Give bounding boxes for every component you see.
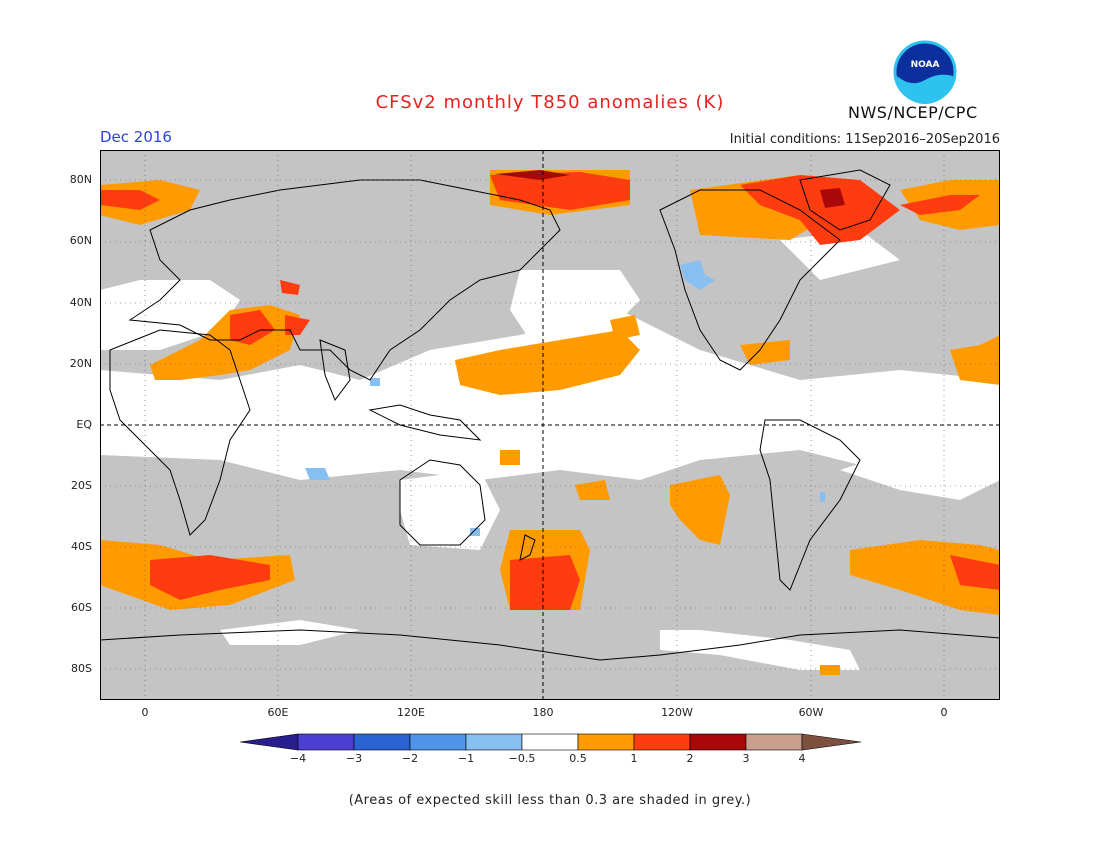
colorbar-bin-1-2 bbox=[633, 733, 691, 751]
greenland-outline bbox=[799, 169, 891, 231]
lon-label-0-right: 0 bbox=[940, 706, 948, 719]
lat-label-60n: 60N bbox=[69, 234, 92, 247]
lat-label-40s: 40S bbox=[71, 540, 92, 553]
lat-label-60s: 60S bbox=[71, 601, 92, 614]
colorbar-bin-neutral bbox=[521, 733, 579, 751]
colorbar-bin-3-4 bbox=[745, 733, 803, 751]
africa-outline bbox=[109, 329, 251, 536]
lat-label-80n: 80N bbox=[69, 173, 92, 186]
lon-label-60e: 60E bbox=[267, 706, 289, 719]
colorbar-label-2: 2 bbox=[686, 752, 694, 765]
anomaly-neg1-to-neg0.5 bbox=[305, 260, 825, 536]
colorbar-bin-neg4-neg3 bbox=[297, 733, 355, 751]
colorbar-bin-neg1-neg0.5 bbox=[465, 733, 523, 751]
agency-label: NWS/NCEP/CPC bbox=[848, 103, 978, 122]
colorbar-label-neg1: −1 bbox=[457, 752, 475, 765]
north-america-outline bbox=[659, 189, 841, 371]
lon-label-0-left: 0 bbox=[141, 706, 149, 719]
colorbar-bin-2-3 bbox=[689, 733, 747, 751]
forecast-month: Dec 2016 bbox=[100, 128, 172, 146]
lat-label-40n: 40N bbox=[69, 296, 92, 309]
australia-outline bbox=[399, 459, 486, 546]
colorbar-label-1: 1 bbox=[630, 752, 638, 765]
anomaly-2-to-3 bbox=[495, 170, 845, 208]
lon-label-60w: 60W bbox=[798, 706, 824, 719]
colorbar-bin-gt-4 bbox=[801, 733, 862, 751]
initial-conditions: Initial conditions: 11Sep2016–20Sep2016 bbox=[729, 132, 1000, 147]
eurasia-outline bbox=[128, 179, 561, 381]
lat-label-20s: 20S bbox=[71, 479, 92, 492]
south-america-outline bbox=[759, 419, 861, 591]
map-title: CFSv2 monthly T850 anomalies (K) bbox=[375, 92, 725, 113]
lon-label-120w: 120W bbox=[661, 706, 693, 719]
antarctica-outline bbox=[100, 629, 1000, 661]
colorbar-label-0.5: 0.5 bbox=[569, 752, 587, 765]
colorbar-label-neg3: −3 bbox=[345, 752, 363, 765]
lon-label-120e: 120E bbox=[397, 706, 425, 719]
skill-footnote: (Areas of expected skill less than 0.3 a… bbox=[348, 793, 752, 808]
maritime-asia-outline bbox=[368, 404, 482, 441]
lat-label-eq: EQ bbox=[76, 418, 92, 431]
noaa-logo-icon: NOAA bbox=[893, 40, 957, 104]
graticule bbox=[100, 150, 1000, 700]
colorbar-bin-0.5-1 bbox=[577, 733, 635, 751]
colorbar-bin-lt-neg4 bbox=[240, 733, 299, 751]
colorbar-bin-neg2-neg1 bbox=[409, 733, 467, 751]
colorbar-label-neg4: −4 bbox=[289, 752, 307, 765]
colorbar-label-3: 3 bbox=[742, 752, 750, 765]
new-zealand-outline bbox=[519, 534, 536, 561]
colorbar-label-neg2: −2 bbox=[401, 752, 419, 765]
colorbar-bin-neg3-neg2 bbox=[353, 733, 411, 751]
india-outline bbox=[319, 339, 351, 402]
lat-label-20n: 20N bbox=[69, 357, 92, 370]
lon-label-180: 180 bbox=[532, 706, 554, 719]
anomaly-1-to-2 bbox=[100, 172, 1000, 610]
coastlines bbox=[100, 169, 1000, 661]
anomaly-map bbox=[100, 150, 1000, 700]
lat-label-80s: 80S bbox=[71, 662, 92, 675]
colorbar bbox=[240, 733, 862, 751]
colorbar-label-4: 4 bbox=[798, 752, 806, 765]
colorbar-label-neg0.5: −0.5 bbox=[508, 752, 536, 765]
svg-text:NOAA: NOAA bbox=[911, 60, 940, 70]
